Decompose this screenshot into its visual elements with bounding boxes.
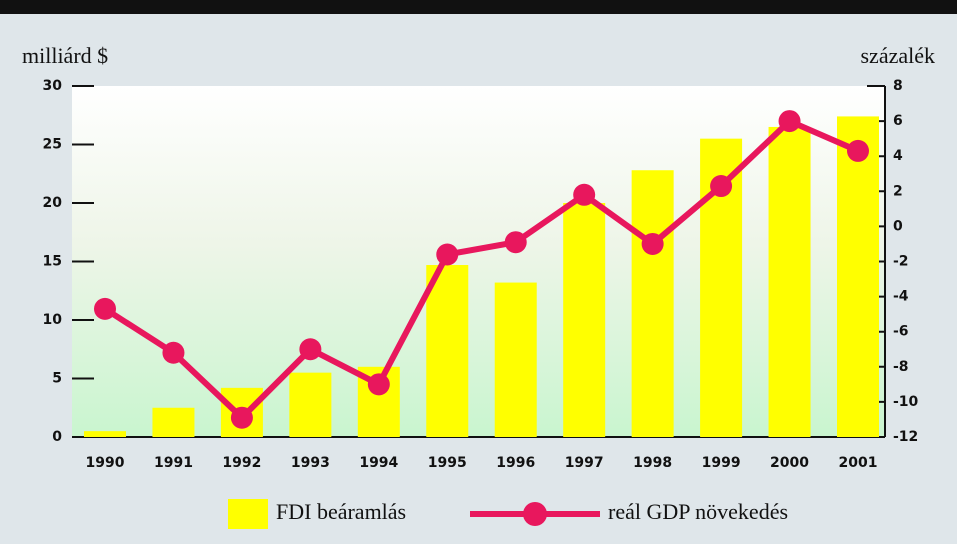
line xyxy=(103,118,860,421)
y2-tick-label: -12 xyxy=(893,429,918,445)
y2-tick-label: -10 xyxy=(893,394,919,410)
point xyxy=(436,243,459,266)
point xyxy=(504,231,527,254)
x-tick-label: 2000 xyxy=(770,455,809,471)
x-tick-label: 1997 xyxy=(565,455,604,471)
bar xyxy=(289,372,332,437)
legend-label: FDI beáramlás xyxy=(276,499,406,524)
point xyxy=(641,232,664,255)
bar xyxy=(563,203,606,437)
y-tick-label: 15 xyxy=(43,254,62,270)
legend-swatch xyxy=(228,499,268,529)
point xyxy=(299,338,322,361)
point xyxy=(847,139,869,162)
bar xyxy=(426,265,469,437)
y-axis-title: milliárd $ xyxy=(22,43,108,68)
point xyxy=(573,183,596,206)
x-tick-label: 1990 xyxy=(86,455,125,471)
x-tick-label: 1996 xyxy=(496,455,535,471)
point xyxy=(94,297,116,320)
x-tick-label: 2001 xyxy=(839,455,878,471)
point xyxy=(710,175,733,198)
y-tick-label: 25 xyxy=(43,137,62,153)
y-tick-label: 10 xyxy=(43,312,63,328)
y2-tick-label: -6 xyxy=(893,324,909,340)
point xyxy=(778,110,801,133)
y2-tick-label: 4 xyxy=(893,148,903,164)
bar xyxy=(837,116,879,438)
x-tick-label: 1993 xyxy=(291,455,330,471)
x-tick-label: 1999 xyxy=(702,455,741,471)
point xyxy=(230,406,253,429)
y2-tick-label: 0 xyxy=(893,218,903,234)
y2-tick-label: 8 xyxy=(893,78,903,94)
y2-axis-title: százalék xyxy=(861,43,936,68)
y-tick-label: 30 xyxy=(43,78,63,94)
x-tick-label: 1998 xyxy=(633,455,672,471)
y-tick-label: 5 xyxy=(52,371,62,387)
y-tick-label: 0 xyxy=(52,429,62,445)
x-tick-label: 1995 xyxy=(428,455,467,471)
point xyxy=(367,373,390,396)
bar xyxy=(494,282,537,437)
top-band xyxy=(0,0,957,14)
y2-tick-label: 2 xyxy=(893,183,903,199)
x-tick-label: 1991 xyxy=(154,455,193,471)
y2-tick-label: -2 xyxy=(893,254,909,270)
legend-marker xyxy=(523,502,547,526)
legend-label: reál GDP növekedés xyxy=(608,499,788,524)
bar xyxy=(768,126,811,437)
x-tick-label: 1994 xyxy=(359,455,398,471)
point xyxy=(162,341,185,364)
x-tick-label: 1992 xyxy=(222,455,261,471)
y2-tick-label: 6 xyxy=(893,113,903,129)
y2-tick-label: -4 xyxy=(893,289,909,305)
bar xyxy=(84,431,126,437)
y-tick-label: 20 xyxy=(43,195,63,211)
bar xyxy=(152,407,195,437)
plot-area xyxy=(72,86,885,437)
bar xyxy=(631,170,674,438)
y2-tick-label: -8 xyxy=(893,359,909,375)
